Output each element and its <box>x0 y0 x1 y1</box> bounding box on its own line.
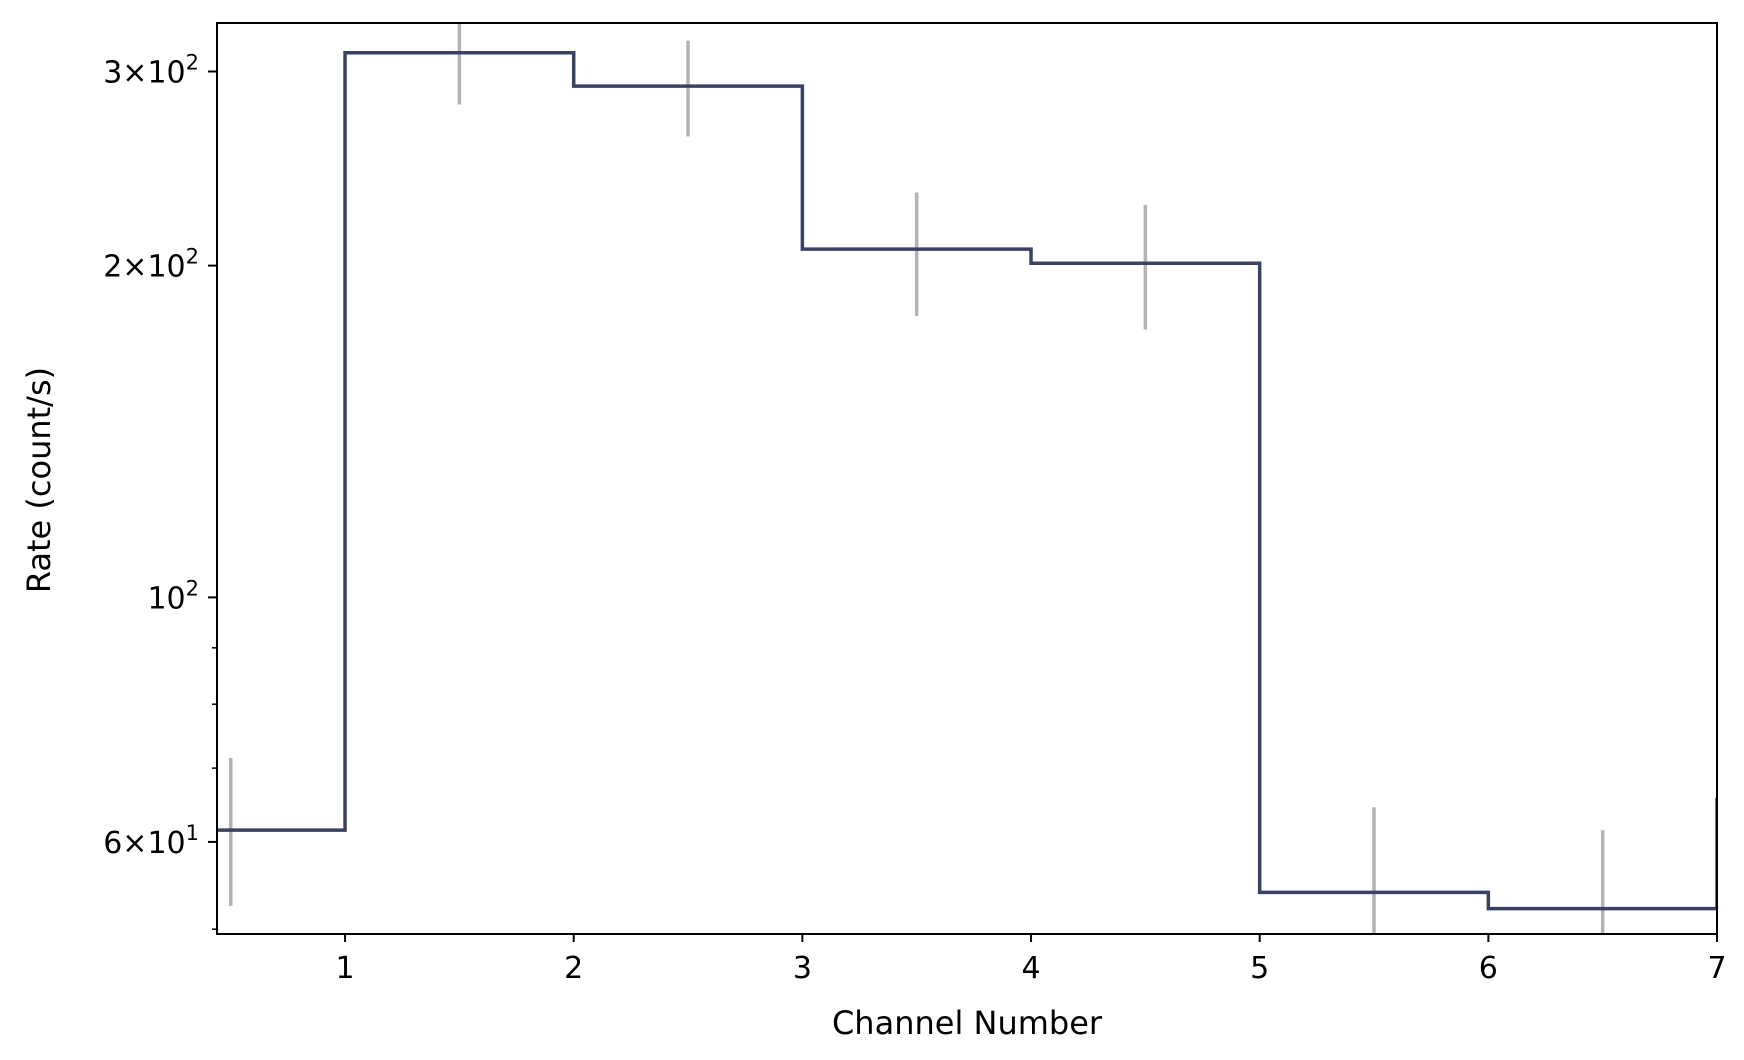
rate-step-line <box>217 50 1717 911</box>
plot-frame <box>216 22 1718 935</box>
y-axis-label: Rate (count/s) <box>20 367 58 593</box>
y-axis: 6×101 102 2×102 3×102 <box>103 51 217 930</box>
y-tick-label-60: 6×101 <box>103 821 199 861</box>
errorbars <box>228 23 1605 934</box>
x-axis: 1 2 3 4 5 6 7 <box>336 934 1727 986</box>
x-tick-label-1: 1 <box>336 951 355 986</box>
x-axis-label: Channel Number <box>832 1004 1103 1042</box>
x-tick-label-3: 3 <box>793 951 812 986</box>
x-tick-label-6: 6 <box>1479 951 1498 986</box>
x-tick-label-4: 4 <box>1021 951 1040 986</box>
y-tick-label-200: 2×102 <box>103 245 199 285</box>
y-tick-label-300: 3×102 <box>103 51 199 91</box>
x-tick-label-2: 2 <box>564 951 583 986</box>
x-tick-label-5: 5 <box>1250 951 1269 986</box>
x-tick-label-7: 7 <box>1707 951 1726 986</box>
y-tick-label-100: 102 <box>147 576 199 616</box>
step-series <box>217 50 1717 911</box>
